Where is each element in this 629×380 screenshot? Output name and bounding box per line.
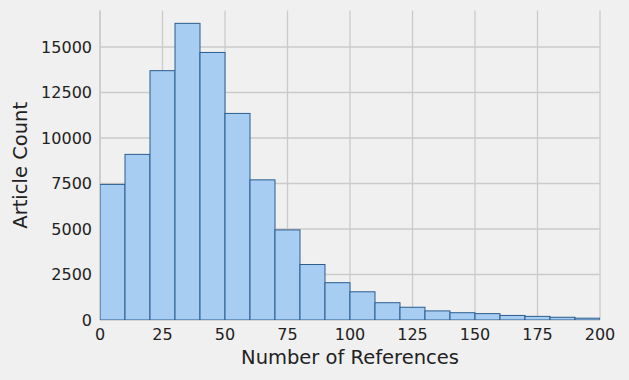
- histogram-bar: [500, 315, 525, 320]
- x-tick-label: 50: [215, 325, 235, 344]
- histogram-bar: [550, 317, 575, 320]
- chart: 0 2500 5000 7500 10000 12500 15000 0 25 50 75 100 12…: [0, 0, 629, 380]
- x-tick-label: 100: [335, 325, 366, 344]
- y-tick-label: 2500: [51, 265, 92, 284]
- x-tick-label: 25: [152, 325, 172, 344]
- y-tick-label: 0: [82, 311, 92, 330]
- histogram-bar: [575, 318, 600, 320]
- x-axis-label: Number of References: [241, 346, 459, 369]
- histogram-bar: [375, 303, 400, 320]
- chart-root: 0 2500 5000 7500 10000 12500 15000 0 25 50 75 100 12…: [0, 0, 629, 380]
- y-tick-label: 15000: [41, 38, 92, 57]
- histogram-bar: [400, 307, 425, 320]
- histogram-bar: [250, 180, 275, 320]
- histogram-bar: [150, 71, 175, 320]
- histogram-bar: [275, 230, 300, 320]
- histogram-bar: [225, 113, 250, 320]
- histogram-bar: [425, 311, 450, 320]
- y-tick-label: 7500: [51, 174, 92, 193]
- grid-line-x: [474, 11, 475, 320]
- histogram-bar: [450, 313, 475, 320]
- x-tick-label: 0: [95, 325, 105, 344]
- x-tick-label: 175: [522, 325, 553, 344]
- histogram-bar: [200, 52, 225, 320]
- x-tick-label: 125: [397, 325, 428, 344]
- grid-line-x: [599, 11, 600, 320]
- background: [0, 0, 629, 380]
- histogram-bar: [325, 283, 350, 320]
- histogram-bar: [300, 264, 325, 320]
- histogram-bar: [475, 314, 500, 320]
- y-tick-label: 12500: [41, 83, 92, 102]
- y-axis-label: Article Count: [9, 102, 32, 229]
- x-tick-label: 75: [277, 325, 297, 344]
- grid-line-x: [537, 11, 538, 320]
- histogram-bar: [350, 292, 375, 320]
- histogram-bar: [125, 154, 150, 320]
- y-tick-label: 5000: [51, 220, 92, 239]
- x-tick-label: 200: [585, 325, 616, 344]
- grid-line-x: [349, 11, 350, 320]
- grid-line-x: [412, 11, 413, 320]
- y-tick-label: 10000: [41, 129, 92, 148]
- histogram-bar: [525, 316, 550, 320]
- histogram-bar: [100, 184, 125, 320]
- x-tick-label: 150: [460, 325, 491, 344]
- histogram-bar: [175, 23, 200, 320]
- bars: [100, 23, 600, 320]
